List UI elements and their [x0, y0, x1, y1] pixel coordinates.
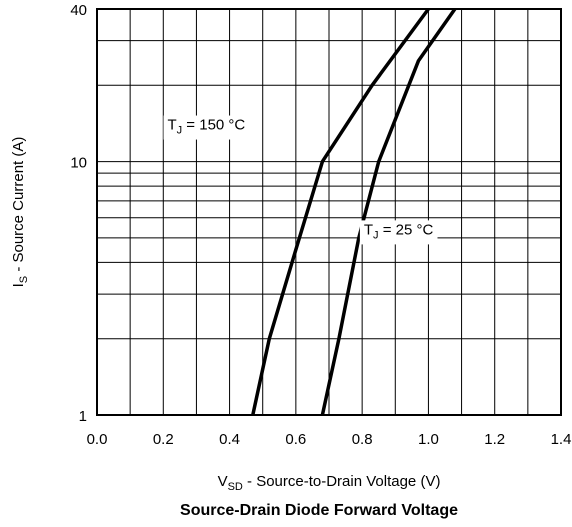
curve-label-background: [163, 115, 250, 140]
y-axis-label: IS - Source Current (A): [10, 137, 30, 288]
curve-label-sub: J: [177, 125, 183, 137]
x-axis-label: VSD - Source-to-Drain Voltage (V): [218, 473, 441, 493]
y-axis-label-main: I: [10, 283, 27, 287]
series-line-2: [320, 7, 457, 416]
y-tick-labels: 1 10 40: [70, 2, 87, 425]
curve-label-text: TJ = 150 °C: [167, 117, 245, 137]
y-tick-label: 1: [79, 408, 87, 425]
x-axis-label-sub: SD: [228, 481, 243, 493]
x-tick-label: 0.4: [219, 431, 240, 448]
x-tick-label: 0.2: [153, 431, 174, 448]
y-tick-label: 10: [70, 155, 87, 172]
y-tick-label: 40: [70, 2, 87, 19]
x-tick-label: 0.8: [352, 431, 373, 448]
curve-label-text: TJ = 25 °C: [364, 221, 434, 241]
data-series: [251, 7, 457, 416]
y-axis-label-rest: - Source Current (A): [10, 137, 27, 276]
x-tick-labels: 0.0 0.2 0.4 0.6 0.8 1.0 1.2 1.4: [87, 431, 572, 448]
curve-label-background: [359, 220, 438, 245]
x-axis-label-rest: - Source-to-Drain Voltage (V): [243, 473, 441, 490]
x-tick-label: 0.0: [87, 431, 108, 448]
x-tick-label: 1.0: [418, 431, 439, 448]
curve-label-1: TJ = 150 °C: [163, 115, 250, 140]
annotations: TJ = 150 °CTJ = 25 °C: [163, 115, 438, 245]
curve-label-sub: J: [373, 229, 379, 241]
curve-label-rest: = 25 °C: [379, 221, 434, 238]
grid: [97, 9, 561, 415]
series-line-1: [251, 7, 430, 416]
curve-label-main: T: [364, 221, 373, 238]
curve-label-rest: = 150 °C: [182, 117, 245, 134]
x-tick-label: 0.6: [285, 431, 306, 448]
x-tick-label: 1.4: [551, 431, 572, 448]
curve-label-main: T: [167, 117, 176, 134]
chart-title: Source-Drain Diode Forward Voltage: [180, 502, 458, 519]
y-axis-label-sub: S: [18, 276, 30, 283]
plot-frame: [96, 8, 562, 416]
curve-label-2: TJ = 25 °C: [359, 220, 438, 245]
x-tick-label: 1.2: [484, 431, 505, 448]
x-axis-label-main: V: [218, 473, 228, 490]
